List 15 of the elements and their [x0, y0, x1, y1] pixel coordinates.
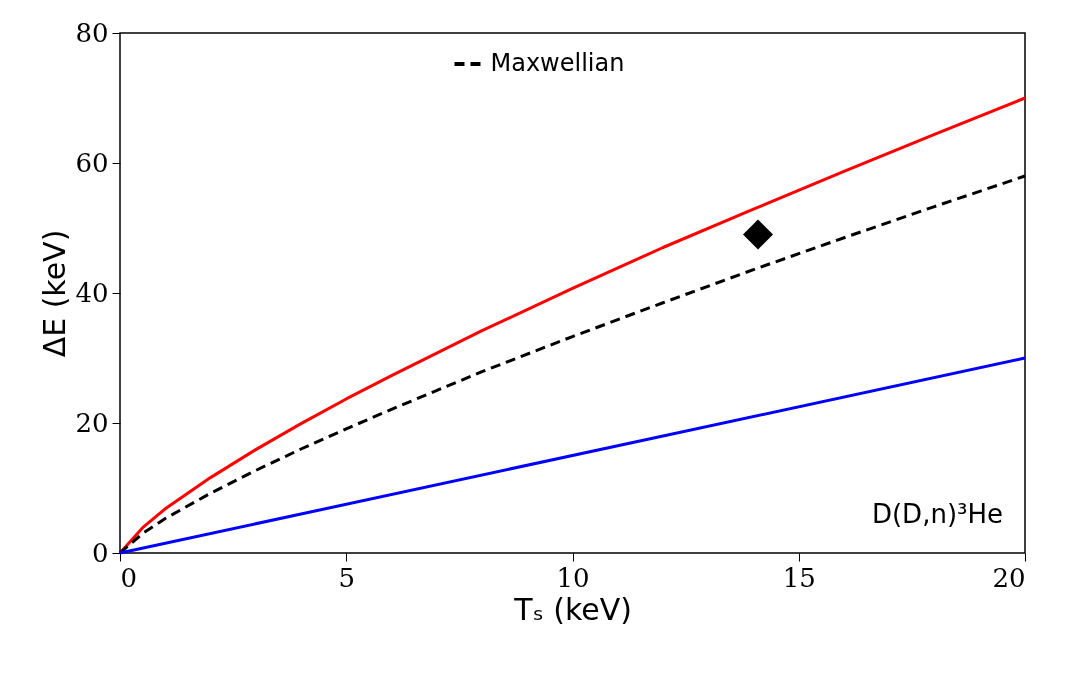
y-axis-title: ΔE (keV)	[37, 229, 73, 358]
y-tick-label: 80	[75, 17, 109, 48]
y-tick-label: 0	[91, 537, 109, 568]
annotation: D(D,n)³He	[871, 499, 1003, 529]
legend-label: Maxwellian	[490, 49, 625, 77]
x-tick-label: 15	[782, 562, 816, 593]
x-tick-label: 5	[338, 562, 356, 593]
x-axis-title: Tₛ (keV)	[513, 591, 632, 627]
y-tick-label: 40	[75, 277, 109, 308]
x-tick-label: 20	[992, 562, 1026, 593]
x-tick-label: 0	[120, 562, 138, 593]
y-tick-label: 60	[75, 147, 109, 178]
line-series	[118, 96, 1027, 555]
y-tick-label: 20	[75, 407, 109, 438]
x-tick-label: 10	[556, 562, 590, 593]
